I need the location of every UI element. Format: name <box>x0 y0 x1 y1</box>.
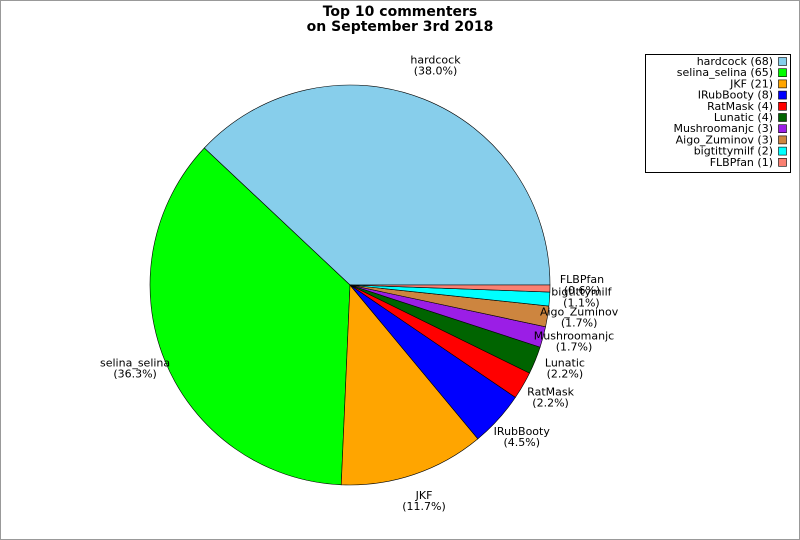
slice-percent: (2.2%) <box>547 367 584 380</box>
pie-slice <box>340 284 479 486</box>
legend-label: Mushroomanjc (3) <box>673 122 773 135</box>
slice-label: selina_selina <box>100 356 170 369</box>
slice-percent: (1.7%) <box>561 316 598 329</box>
legend-label: bigtittymilf (2) <box>694 145 773 158</box>
pie-slice <box>203 84 551 286</box>
legend-swatch <box>778 68 787 77</box>
slice-label: bigtittymilf <box>551 285 612 298</box>
legend-swatch <box>778 135 787 145</box>
slice-percent: (1.1%) <box>563 296 600 309</box>
pie-slice <box>349 284 551 293</box>
slice-label: hardcock <box>410 53 461 66</box>
slice-percent: (1.7%) <box>556 340 593 353</box>
slice-percent: (2.2%) <box>532 397 569 410</box>
legend-label: IRubBooty (8) <box>698 89 773 102</box>
legend-box <box>645 54 791 173</box>
slice-label: JKF <box>415 489 433 502</box>
slice-percent: (0.6%) <box>564 284 601 297</box>
legend-swatch <box>778 102 787 111</box>
slice-label: IRubBooty <box>494 425 551 438</box>
slice-percent: (38.0%) <box>414 64 458 77</box>
legend-label: JKF (21) <box>729 77 773 90</box>
slice-label: RatMask <box>527 386 574 399</box>
legend-swatch <box>778 124 787 133</box>
legend-label: FLBPfan (1) <box>710 156 773 169</box>
slice-label: FLBPfan <box>560 273 604 286</box>
legend-label: RatMask (4) <box>707 100 773 113</box>
legend-swatch <box>778 113 787 122</box>
legend-swatch <box>778 146 787 156</box>
slice-percent: (4.5%) <box>504 436 541 449</box>
slice-percent: (36.3%) <box>113 367 157 380</box>
chart-subtitle: on September 3rd 2018 <box>307 19 494 35</box>
slice-label: Lunatic <box>545 356 585 369</box>
slice-label: Mushroomanjc <box>534 329 614 342</box>
legend-label: Aigo_Zuminov (3) <box>676 133 773 146</box>
legend-swatch <box>778 158 787 167</box>
legend-swatch <box>778 90 787 100</box>
slice-percent: (11.7%) <box>402 500 446 513</box>
legend-swatch <box>778 79 787 89</box>
legend-label: Lunatic (4) <box>714 111 773 124</box>
legend-label: hardcock (68) <box>697 55 773 68</box>
pie-slice <box>149 147 351 486</box>
legend-label: selina_selina (65) <box>677 66 773 79</box>
slice-label: Aigo_Zuminov <box>540 305 619 318</box>
chart-title: Top 10 commenters <box>323 4 478 20</box>
legend-swatch <box>778 57 787 66</box>
